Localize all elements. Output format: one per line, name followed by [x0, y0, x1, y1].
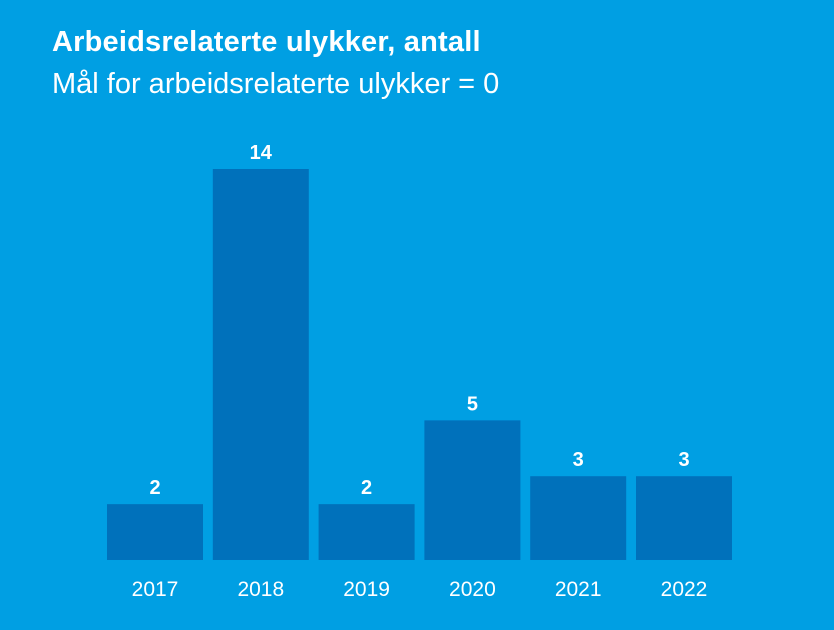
- data-label-2020: 5: [467, 393, 478, 415]
- data-label-2019: 2: [361, 477, 372, 499]
- data-label-2017: 2: [149, 477, 160, 499]
- bar-2022: [636, 476, 732, 560]
- x-tick-label-2019: 2019: [343, 578, 390, 601]
- x-tick-label-2022: 2022: [661, 578, 708, 601]
- bar-2018: [212, 169, 309, 560]
- x-tick-label-2020: 2020: [449, 578, 496, 601]
- bar-2019: [318, 504, 415, 560]
- data-label-2018: 14: [250, 142, 273, 164]
- chart-subtitle: Mål for arbeidsrelaterte ulykker = 0: [52, 68, 500, 100]
- bar-2017: [107, 504, 203, 560]
- bar-2020: [424, 420, 521, 560]
- chart-title: Arbeidsrelaterte ulykker, antall: [52, 26, 481, 58]
- data-label-2022: 3: [678, 449, 689, 471]
- data-label-2021: 3: [573, 449, 584, 471]
- x-tick-label-2017: 2017: [132, 578, 179, 601]
- bar-2021: [530, 476, 627, 560]
- x-tick-label-2021: 2021: [555, 578, 602, 601]
- x-tick-label-2018: 2018: [237, 578, 284, 601]
